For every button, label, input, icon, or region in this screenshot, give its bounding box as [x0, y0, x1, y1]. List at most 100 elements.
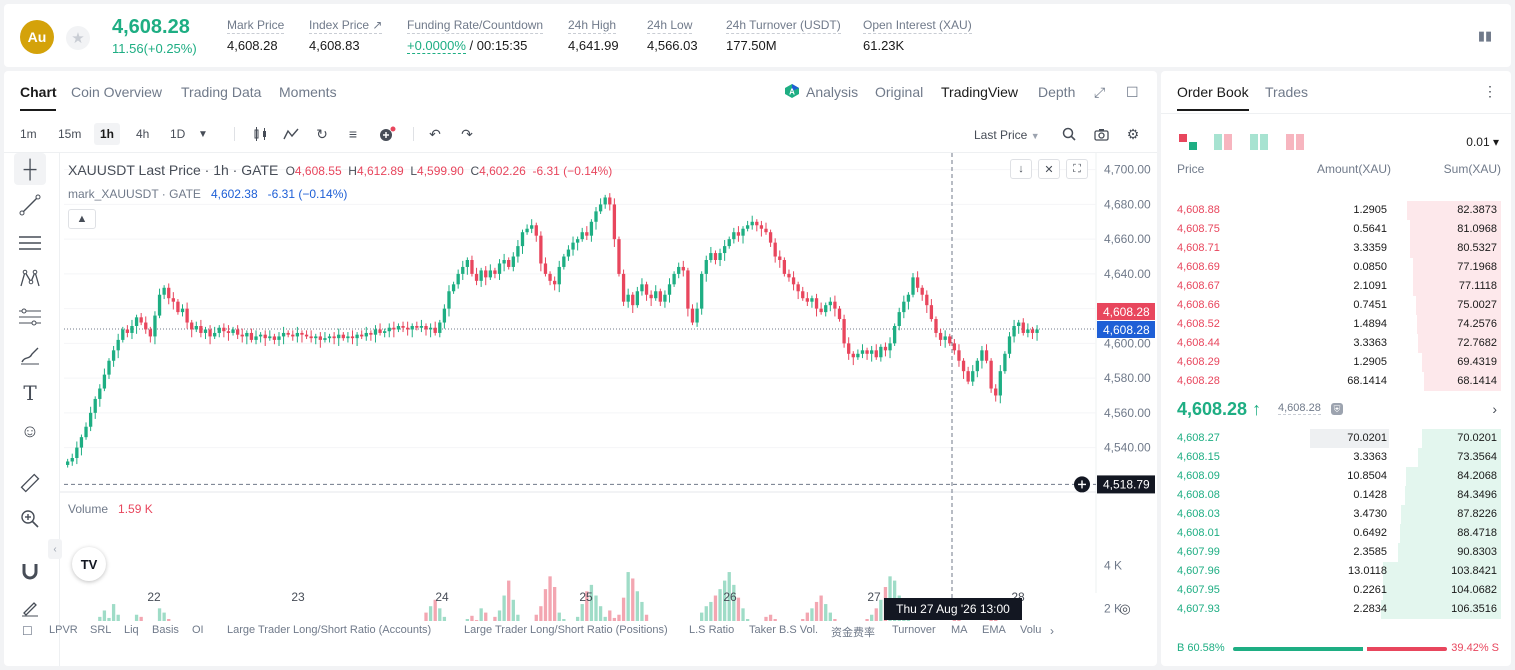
indicators-icon[interactable]: [282, 125, 300, 143]
tab-coin-overview[interactable]: Coin Overview: [71, 84, 163, 100]
scroll-left-icon[interactable]: ‹: [48, 539, 62, 559]
indicator-edit-icon[interactable]: ☐: [22, 624, 33, 638]
bid-row[interactable]: 4,608.01 0.6492 88.4718: [1161, 524, 1511, 543]
bid-row[interactable]: 4,607.93 2.2834 106.3516: [1161, 600, 1511, 619]
bid-row[interactable]: 4,607.96 13.0118 103.8421: [1161, 562, 1511, 581]
redo-icon[interactable]: ↷: [461, 125, 473, 142]
collapse-icon[interactable]: ✕: [1038, 159, 1060, 179]
trend-line-tool-icon[interactable]: [14, 189, 46, 221]
view-depth[interactable]: Depth: [1038, 84, 1076, 100]
tab-trades[interactable]: Trades: [1265, 84, 1309, 100]
price-chart[interactable]: 4,700.004,680.004,660.004,640.004,620.00…: [60, 153, 1157, 621]
bid-row[interactable]: 4,608.09 10.8504 84.2068: [1161, 467, 1511, 486]
indicator-lpvr[interactable]: LPVR: [49, 624, 78, 636]
more-options-icon[interactable]: ⋮: [1483, 83, 1497, 99]
arrow-down-icon[interactable]: ↓: [1010, 159, 1032, 179]
bid-row[interactable]: 4,608.03 3.4730 87.8226: [1161, 505, 1511, 524]
window-icon[interactable]: ☐: [1126, 84, 1139, 100]
refresh-icon[interactable]: ↻: [316, 125, 328, 142]
indicator-large-trader-accounts[interactable]: Large Trader Long/Short Ratio (Accounts): [227, 624, 432, 636]
view-both-icon[interactable]: [1179, 134, 1197, 150]
stat-mark-price[interactable]: Mark Price 4,608.28: [227, 18, 285, 53]
emoji-tool-icon[interactable]: ☺: [20, 420, 40, 441]
bid-row[interactable]: 4,608.15 3.3363 73.3564: [1161, 448, 1511, 467]
ruler-tool-icon[interactable]: [14, 467, 46, 499]
add-indicator-icon[interactable]: [378, 125, 396, 143]
stat-funding-rate[interactable]: Funding Rate/Countdown +0.0000% / 00:15:…: [407, 18, 544, 54]
tab-chart[interactable]: Chart: [20, 84, 57, 100]
volume-bar: [594, 595, 598, 621]
magnet-icon[interactable]: [14, 555, 46, 587]
bid-row[interactable]: 4,607.99 2.3585 90.8303: [1161, 543, 1511, 562]
indicator-ema[interactable]: EMA: [982, 624, 1006, 636]
ask-row[interactable]: 4,608.69 0.0850 77.1968: [1161, 258, 1511, 277]
pencil-lock-icon[interactable]: [14, 591, 46, 623]
undo-icon[interactable]: ↶: [429, 125, 441, 142]
bid-row[interactable]: 4,607.95 0.2261 104.0682: [1161, 581, 1511, 600]
view-bids-icon[interactable]: [1250, 134, 1268, 150]
stat-open-interest[interactable]: Open Interest (XAU) 61.23K: [863, 18, 972, 53]
timeframe-15m[interactable]: 15m: [58, 127, 82, 141]
price-step-select[interactable]: 0.01 ▾: [1466, 135, 1499, 149]
indicator-srl[interactable]: SRL: [90, 624, 112, 636]
indicator-volume[interactable]: Volu: [1020, 624, 1042, 636]
text-tool-icon[interactable]: T: [23, 381, 37, 405]
timeframe-1d[interactable]: 1D: [170, 127, 186, 141]
timeframe-1m[interactable]: 1m: [20, 127, 37, 141]
ask-row[interactable]: 4,608.29 1.2905 69.4319: [1161, 353, 1511, 372]
ask-row[interactable]: 4,608.44 3.3363 72.7682: [1161, 334, 1511, 353]
indicator-ma[interactable]: MA: [951, 624, 968, 636]
view-original[interactable]: Original: [875, 84, 924, 100]
chevron-right-icon[interactable]: ›: [1492, 401, 1497, 417]
indicator-oi[interactable]: OI: [192, 624, 204, 636]
indicator-taker-bs-vol[interactable]: Taker B.S Vol.: [749, 624, 819, 636]
ask-row[interactable]: 4,608.52 1.4894 74.2576: [1161, 315, 1511, 334]
tradingview-logo[interactable]: TV: [72, 547, 106, 581]
tab-trading-data[interactable]: Trading Data: [181, 84, 262, 100]
price-source-select[interactable]: Last Price ▼: [974, 128, 1040, 142]
ask-row[interactable]: 4,608.71 3.3359 80.5327: [1161, 239, 1511, 258]
timeframe-dropdown-icon[interactable]: ▼: [198, 128, 208, 140]
view-tradingview[interactable]: TradingView: [941, 84, 1019, 100]
view-both-alt-icon[interactable]: [1214, 134, 1232, 150]
fib-tool-icon[interactable]: [14, 301, 46, 333]
view-asks-icon[interactable]: [1286, 134, 1304, 150]
indicator-funding-rate[interactable]: 资金费率: [831, 627, 875, 639]
search-icon[interactable]: [1060, 125, 1078, 143]
tab-order-book[interactable]: Order Book: [1177, 84, 1249, 100]
zoom-in-icon[interactable]: [14, 503, 46, 535]
horizontal-lines-tool-icon[interactable]: [14, 227, 46, 259]
bid-row[interactable]: 4,608.27 70.0201 70.0201: [1161, 429, 1511, 448]
target-icon[interactable]: ◎: [1119, 601, 1131, 616]
tab-moments[interactable]: Moments: [279, 84, 337, 100]
timeframe-4h[interactable]: 4h: [136, 127, 150, 141]
ask-row[interactable]: 4,608.66 0.7451 75.0027: [1161, 296, 1511, 315]
brush-tool-icon[interactable]: [14, 339, 46, 371]
book-icon[interactable]: ▮▮: [1477, 28, 1493, 43]
ask-row[interactable]: 4,608.88 1.2905 82.3873: [1161, 201, 1511, 220]
indicator-liq[interactable]: Liq: [124, 624, 139, 636]
camera-icon[interactable]: [1092, 125, 1110, 143]
pattern-tool-icon[interactable]: [14, 263, 46, 295]
indicator-basis[interactable]: Basis: [152, 624, 179, 636]
settings-gear-icon[interactable]: ⚙: [1126, 125, 1140, 142]
expand-icon[interactable]: ⤢: [1094, 84, 1106, 100]
legend-collapse-button[interactable]: ▲: [68, 209, 96, 229]
bid-row[interactable]: 4,608.08 0.1428 84.3496: [1161, 486, 1511, 505]
templates-icon[interactable]: ≡: [348, 126, 358, 142]
indicator-ls-ratio[interactable]: L.S Ratio: [689, 624, 735, 636]
ask-row[interactable]: 4,608.28 68.1414 68.1414: [1161, 372, 1511, 391]
view-analysis[interactable]: Analysis: [806, 84, 859, 100]
chevron-right-icon[interactable]: ›: [1050, 624, 1054, 638]
ask-row[interactable]: 4,608.75 0.5641 81.0968: [1161, 220, 1511, 239]
ask-row[interactable]: 4,608.67 2.1091 77.1118: [1161, 277, 1511, 296]
candle-type-icon[interactable]: [252, 125, 270, 143]
stat-index-price[interactable]: Index Price ↗ 4,608.83: [309, 18, 383, 53]
fullscreen-icon[interactable]: ⛶: [1066, 159, 1088, 179]
indicator-large-trader-positions[interactable]: Large Trader Long/Short Ratio (Positions…: [464, 624, 668, 636]
timeframe-1h[interactable]: 1h: [94, 123, 121, 145]
favorite-star-icon[interactable]: ★: [66, 26, 90, 50]
indicator-turnover[interactable]: Turnover: [892, 624, 936, 636]
crosshair-tool-icon[interactable]: ┼: [14, 153, 46, 185]
candle-body: [814, 298, 819, 309]
